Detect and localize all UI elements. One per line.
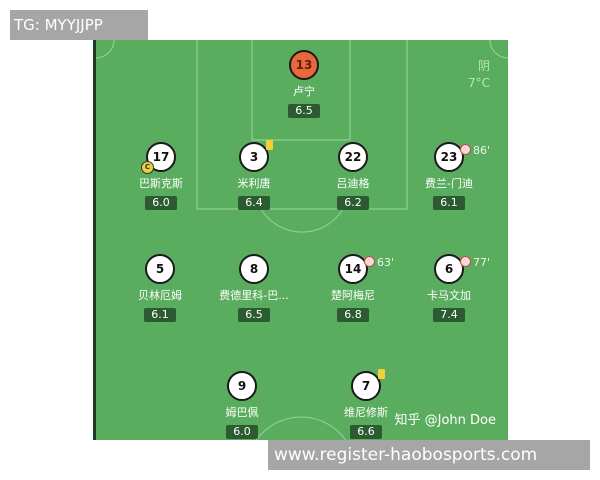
player-rating: 6.5 [288,104,320,118]
player-number: 5 [145,254,175,284]
player-name: 吕迪格 [336,177,370,190]
sub-off-icon [364,256,375,267]
player-number: 17 [152,150,170,164]
player-number-circle: 17 C [141,142,176,174]
player-name: 维尼修斯 [344,406,388,419]
yellow-card-icon [266,140,273,150]
player-rating: 6.1 [144,308,176,322]
player-number: 22 [338,142,368,172]
player-card[interactable]: 7 维尼修斯 6.6 [316,369,416,439]
weather-condition: 阴 [477,59,490,73]
player-number-circle: 7 [351,369,385,401]
player-card[interactable]: 23 86' 费兰-门迪 6.1 [399,142,499,210]
player-number: 13 [289,50,319,80]
sub-minute: 86' [473,144,491,157]
player-card[interactable]: 9 姆巴佩 6.0 [192,371,292,439]
substitution-off: 63' [364,250,394,276]
player-card[interactable]: 3 米利唐 6.4 [204,140,304,210]
player-card[interactable]: 14 63' 楚阿梅尼 6.8 [303,254,403,322]
watermark-top: TG: MYYJJPP [10,10,148,40]
player-rating: 6.5 [238,308,270,322]
player-name: 卡马文加 [427,289,471,302]
player-number: 6 [444,262,454,276]
player-rating: 6.4 [238,196,270,210]
player-card[interactable]: 17 C 巴斯克斯 6.0 [111,142,211,210]
player-name: 费兰-门迪 [425,177,473,190]
player-number-circle: 14 63' [338,254,394,284]
sub-off-icon [460,256,471,267]
player-rating: 6.6 [350,425,382,439]
player-number: 3 [249,150,259,164]
substitution-off: 77' [460,250,490,276]
pitch-lines [96,40,508,440]
player-rating: 6.0 [145,196,177,210]
weather-temperature: 7°C [467,76,490,90]
player-rating: 6.8 [337,308,369,322]
player-card[interactable]: 8 费德里科-巴... 6.5 [204,254,304,322]
player-number: 7 [361,379,371,393]
player-number: 23 [440,150,458,164]
author-credit: 知乎 @John Doe [394,413,497,428]
player-card[interactable]: 22 吕迪格 6.2 [303,142,403,210]
substitution-off: 86' [460,138,490,164]
player-number-circle: 6 77' [434,254,490,284]
captain-icon: C [141,161,154,174]
player-number-circle: 3 [239,140,273,172]
yellow-card-icon [378,369,385,379]
player-rating: 6.2 [337,196,369,210]
player-number: 9 [227,371,257,401]
player-name: 卢宁 [293,85,315,98]
player-number: 8 [239,254,269,284]
player-name: 楚阿梅尼 [331,289,375,302]
player-name: 贝林厄姆 [138,289,182,302]
player-name: 费德里科-巴... [219,289,289,302]
player-number: 14 [344,262,362,276]
weather: 阴 7°C [468,58,490,92]
pitch: 阴 7°C 13 卢宁 6.5 17 C 巴斯克斯 6.0 3 米利唐 6.4 2… [93,40,508,440]
player-name: 米利唐 [237,177,271,190]
player-rating: 6.0 [226,425,258,439]
player-rating: 7.4 [433,308,465,322]
player-goalkeeper[interactable]: 13 卢宁 6.5 [254,50,354,118]
watermark-bottom: www.register-haobosports.com [268,440,590,470]
sub-minute: 77' [473,256,491,269]
player-card[interactable]: 6 77' 卡马文加 7.4 [399,254,499,322]
player-card[interactable]: 5 贝林厄姆 6.1 [110,254,210,322]
sub-off-icon [460,144,471,155]
player-rating: 6.1 [433,196,465,210]
player-name: 姆巴佩 [225,406,259,419]
player-number-circle: 23 86' [434,142,490,172]
sub-minute: 63' [377,256,395,269]
player-name: 巴斯克斯 [139,177,183,190]
